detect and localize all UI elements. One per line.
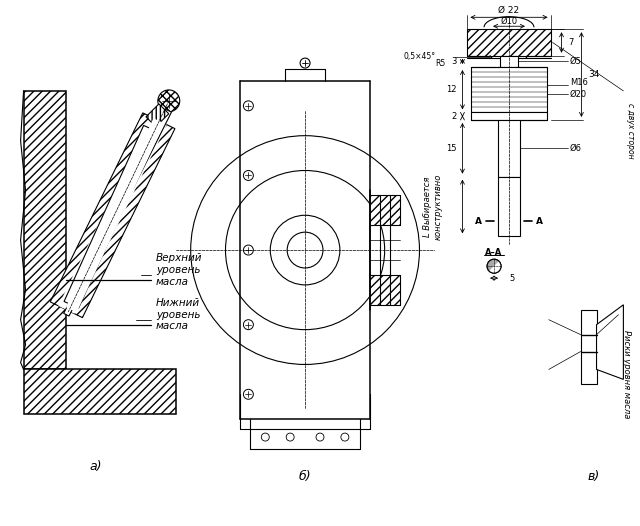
Text: L Выбирается
конструктивно: L Выбирается конструктивно	[423, 173, 442, 240]
Text: Ø20: Ø20	[570, 90, 587, 99]
Text: 15: 15	[446, 144, 456, 153]
Circle shape	[286, 433, 294, 441]
Text: 3: 3	[451, 57, 456, 66]
Text: 34: 34	[588, 70, 600, 79]
Circle shape	[300, 58, 310, 68]
Bar	[498, 177, 520, 236]
Circle shape	[191, 136, 419, 365]
Text: Ø10: Ø10	[500, 17, 518, 26]
Wedge shape	[487, 259, 499, 271]
Circle shape	[270, 215, 340, 285]
Polygon shape	[596, 305, 623, 379]
Circle shape	[243, 245, 253, 255]
Wedge shape	[489, 261, 501, 273]
Circle shape	[243, 320, 253, 330]
Text: Верхний
уровень
масла: Верхний уровень масла	[156, 254, 202, 287]
Circle shape	[261, 433, 269, 441]
Text: А: А	[475, 217, 482, 226]
Polygon shape	[146, 104, 169, 127]
Text: Ø6: Ø6	[570, 144, 582, 153]
Text: в): в)	[588, 470, 600, 483]
Bar	[471, 113, 547, 120]
Polygon shape	[64, 109, 172, 316]
Circle shape	[316, 433, 324, 441]
Circle shape	[243, 101, 253, 111]
Circle shape	[243, 389, 253, 399]
Circle shape	[243, 170, 253, 180]
Text: 12: 12	[446, 85, 456, 94]
Bar	[498, 120, 520, 177]
Bar	[467, 29, 550, 56]
Polygon shape	[24, 369, 176, 414]
Text: б): б)	[299, 470, 312, 483]
Polygon shape	[58, 117, 167, 313]
Bar	[471, 67, 547, 113]
Text: 7: 7	[568, 38, 574, 47]
Bar	[500, 56, 518, 67]
Bar	[580, 310, 596, 385]
Bar	[370, 275, 380, 305]
Text: Ø5: Ø5	[570, 57, 582, 66]
Text: 2: 2	[451, 112, 456, 120]
Text: а): а)	[90, 460, 102, 473]
Bar	[370, 195, 380, 225]
Text: А: А	[536, 217, 543, 226]
Text: Ø 22: Ø 22	[499, 6, 520, 15]
Text: А–А: А–А	[486, 248, 502, 257]
Bar	[467, 29, 550, 56]
Circle shape	[487, 259, 501, 273]
Circle shape	[225, 170, 385, 330]
Polygon shape	[64, 125, 158, 308]
Text: с двух сторон: с двух сторон	[626, 103, 635, 158]
Polygon shape	[51, 113, 175, 318]
Text: 5: 5	[509, 274, 515, 282]
Circle shape	[287, 232, 323, 268]
Text: Нижний
уровень
масла: Нижний уровень масла	[156, 298, 200, 331]
Circle shape	[158, 90, 180, 112]
Text: М16: М16	[570, 78, 588, 87]
Circle shape	[341, 433, 349, 441]
Bar	[370, 275, 399, 305]
Text: R5: R5	[435, 59, 445, 68]
Text: Риски уровня масла: Риски уровня масла	[622, 330, 631, 419]
Polygon shape	[66, 118, 164, 312]
Text: 0,5×45°: 0,5×45°	[403, 52, 436, 61]
Bar	[370, 195, 399, 225]
Polygon shape	[24, 91, 67, 369]
